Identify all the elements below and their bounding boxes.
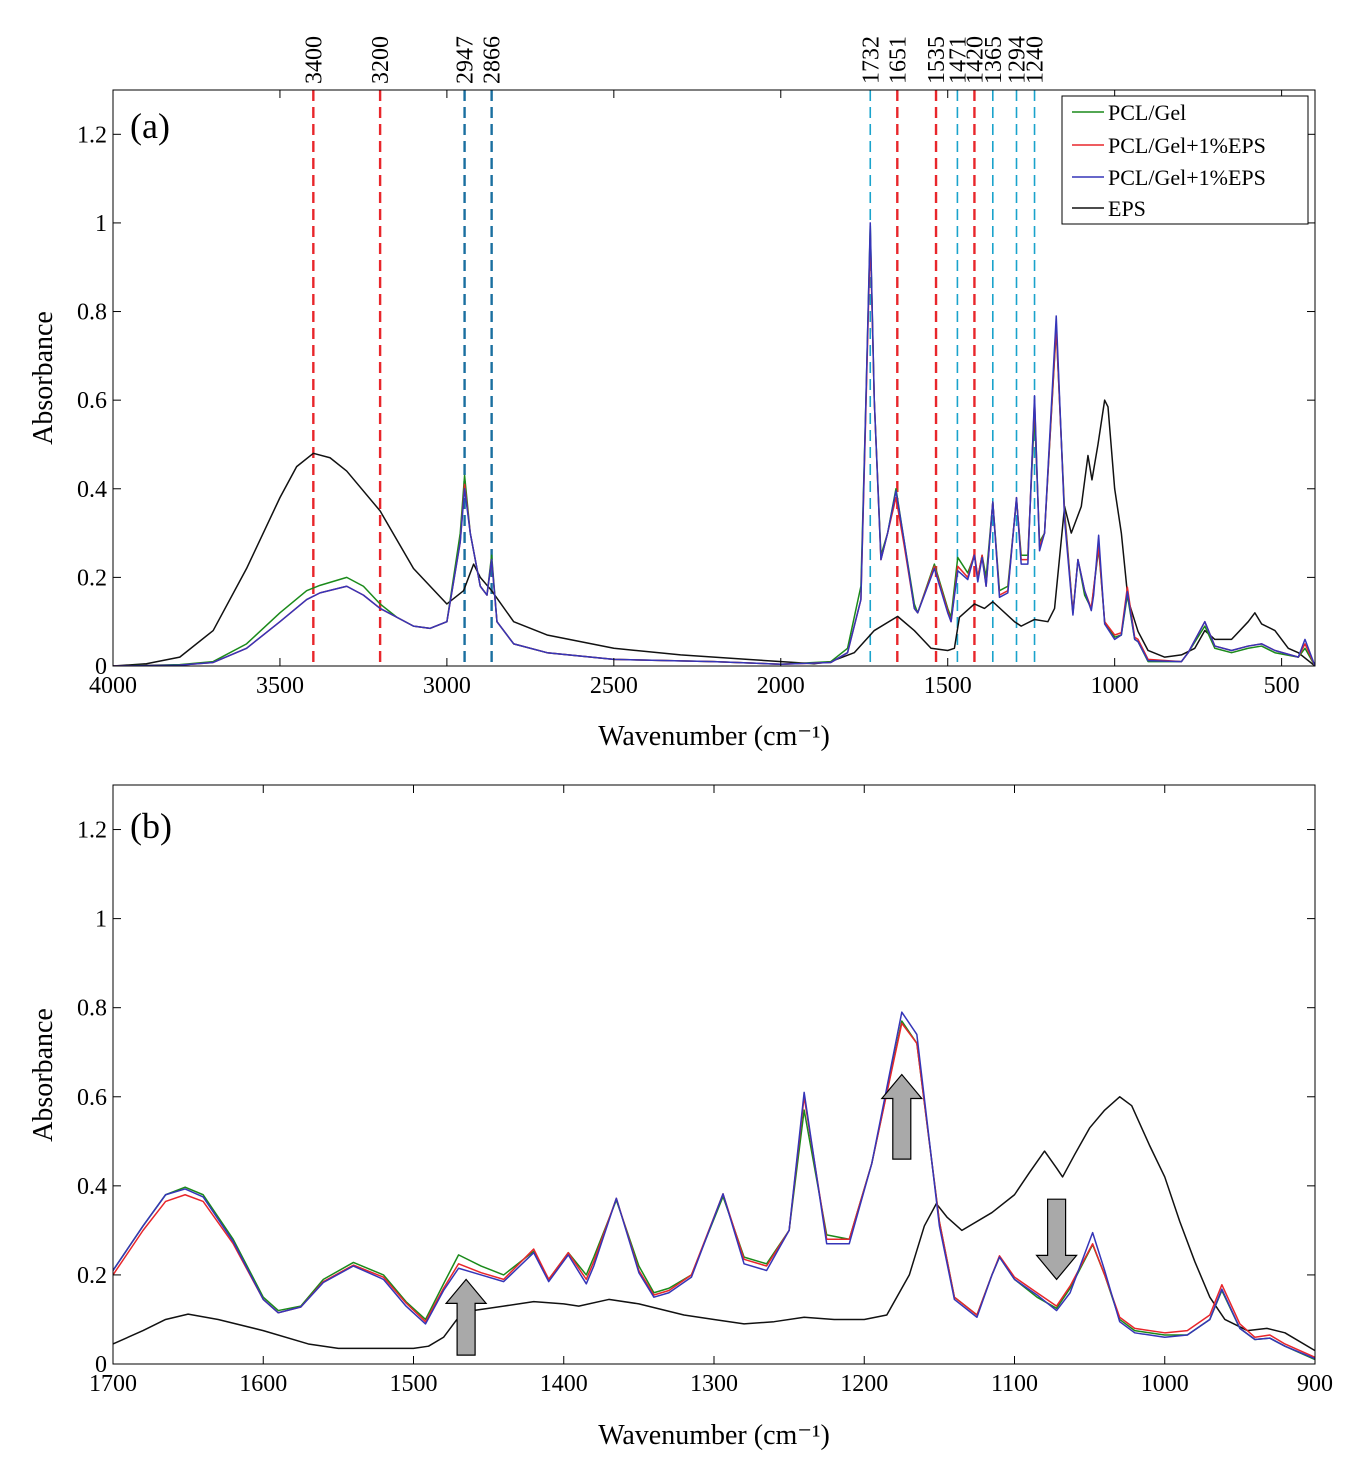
- y-ticks-b: 0 0.2 0.4 0.6 0.8 1 1.2: [77, 818, 1315, 1378]
- y-ticks-a: 0 0.2 0.4 0.6 0.8 1 1.2: [77, 122, 1315, 680]
- series-line-pcl-gel-1eps-blue: [113, 222, 1315, 666]
- x-ticks-b: 1700 1600 1500 1400 1300 1200 1100 1000 900: [89, 785, 1333, 1397]
- x-tick-label: 1000: [1141, 1371, 1189, 1397]
- x-tick-label: 1400: [540, 1371, 588, 1397]
- plot-frame-a: [112, 89, 1316, 667]
- legend-label-pcl-gel-eps-red: PCL/Gel+1%EPS: [1108, 133, 1266, 158]
- y-tick-label: 0.2: [77, 565, 107, 591]
- plot-frame-b: [112, 784, 1316, 1365]
- x-tick-label: 1500: [924, 673, 972, 699]
- reference-label-1471: 1471: [945, 36, 971, 84]
- reference-label-1732: 1732: [858, 36, 884, 84]
- y-tick-label: 0.2: [77, 1263, 107, 1289]
- y-tick-label: 0.6: [77, 1085, 107, 1111]
- legend-box: [1061, 95, 1309, 225]
- x-tick-label: 1500: [390, 1371, 438, 1397]
- x-tick-label: 500: [1264, 673, 1300, 699]
- annotation-arrows-b: [444, 1073, 1078, 1356]
- reference-lines-a: [312, 90, 1036, 666]
- y-tick-label: 0.8: [77, 300, 107, 326]
- panel-label-b: (b): [130, 806, 172, 846]
- x-tick-label: 3000: [423, 673, 471, 699]
- x-tick-label: 1300: [690, 1371, 738, 1397]
- reference-label-1420: 1420: [962, 36, 988, 84]
- x-tick-label: 900: [1297, 1371, 1333, 1397]
- legend: PCL/Gel PCL/Gel+1%EPS PCL/Gel+1%EPS EPS: [1061, 95, 1309, 225]
- reference-label-2866: 2866: [480, 36, 506, 84]
- series-group-b: [113, 1011, 1315, 1361]
- x-tick-label: 1600: [239, 1371, 287, 1397]
- y-tick-label: 1.2: [77, 818, 107, 844]
- reference-label-3200: 3200: [368, 36, 394, 84]
- y-tick-label: 0: [95, 1352, 107, 1378]
- legend-label-eps: EPS: [1108, 196, 1146, 221]
- series-line-pcl-gel: [113, 1020, 1315, 1361]
- series-line-pcl-gel-1eps-blue: [113, 1011, 1315, 1360]
- panel-a: 3400 3200 2947 2866 1732 1651 1535147114201365…: [28, 36, 1316, 752]
- reference-label-2947: 2947: [453, 36, 479, 84]
- y-tick-label: 0.8: [77, 996, 107, 1022]
- reference-label-1651: 1651: [885, 36, 911, 84]
- arrow-up-0: [444, 1278, 488, 1356]
- y-tick-label: 1.2: [77, 122, 107, 148]
- x-tick-label: 3500: [256, 673, 304, 699]
- x-tick-label: 1700: [89, 1371, 137, 1397]
- y-tick-label: 0.4: [77, 1174, 107, 1200]
- x-tick-label: 2000: [757, 673, 805, 699]
- x-tick-label: 1100: [991, 1371, 1038, 1397]
- x-tick-label: 1200: [840, 1371, 888, 1397]
- y-axis-label-b: Absorbance: [28, 1008, 59, 1142]
- x-axis-label-b: Wavenumber (cm⁻¹): [598, 1420, 830, 1451]
- legend-label-pcl-gel-eps-blue: PCL/Gel+1%EPS: [1108, 165, 1266, 190]
- x-tick-label: 4000: [89, 673, 137, 699]
- series-group-a: [113, 222, 1315, 666]
- series-line-eps: [113, 1096, 1315, 1352]
- x-tick-label: 1000: [1091, 673, 1139, 699]
- arrow-down-2: [1035, 1198, 1078, 1281]
- series-line-pcl-gel: [113, 226, 1315, 666]
- y-tick-label: 0.6: [77, 388, 107, 414]
- legend-label-pcl-gel: PCL/Gel: [1108, 100, 1186, 125]
- x-tick-label: 2500: [590, 673, 638, 699]
- series-line-pcl-gel-1eps-red: [113, 1022, 1315, 1359]
- reference-label-1294: 1294: [1005, 36, 1031, 84]
- panel-label-a: (a): [130, 106, 170, 146]
- y-tick-label: 0.4: [77, 477, 107, 503]
- reference-label-1365: 1365: [981, 36, 1007, 84]
- x-axis-label-a: Wavenumber (cm⁻¹): [598, 721, 830, 752]
- reference-labels-a: 3400 3200 2947 2866 1732 1651 1535147114201365…: [301, 36, 1048, 84]
- panel-b: 1700 1600 1500 1400 1300 1200 1100 1000 900 0 0.2…: [28, 784, 1333, 1451]
- reference-label-1535: 1535: [924, 36, 950, 84]
- y-tick-label: 1: [95, 907, 107, 933]
- x-ticks-a: 4000 3500 3000 2500 2000 1500 1000 500: [89, 90, 1300, 699]
- reference-label-3400: 3400: [301, 36, 327, 84]
- y-tick-label: 0: [95, 654, 107, 680]
- y-tick-label: 1: [95, 211, 107, 237]
- arrow-up-1: [880, 1073, 924, 1160]
- reference-label-1240: 1240: [1023, 36, 1049, 84]
- y-axis-label-a: Absorbance: [28, 311, 59, 445]
- series-line-eps: [113, 399, 1315, 666]
